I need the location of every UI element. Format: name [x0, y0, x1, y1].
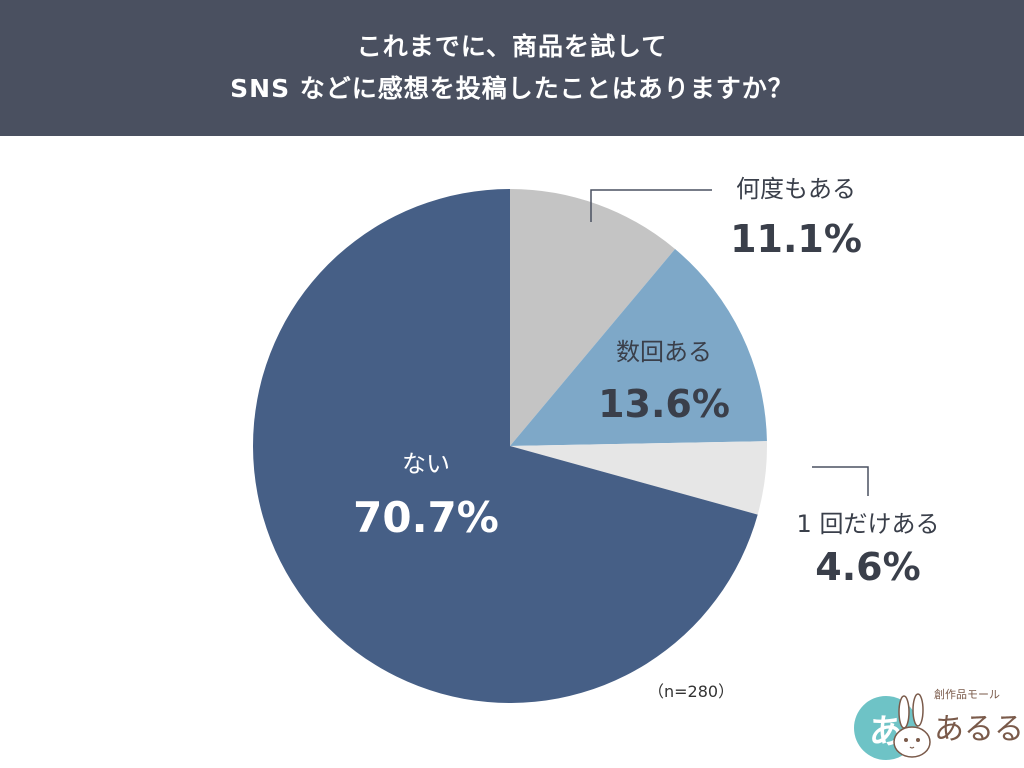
- label-nai-name: ない: [402, 450, 450, 478]
- slice-nandomo: [510, 189, 676, 446]
- rabbit-icon: [893, 693, 931, 758]
- label-suukai-value: 13.6%: [598, 382, 730, 426]
- chart-title-line1: これまでに、商品を試して: [356, 32, 668, 61]
- leader-line-ikkai: [812, 466, 869, 496]
- pie-slices: [253, 189, 767, 703]
- leader-line-nandomo: [590, 189, 712, 222]
- header-banner: これまでに、商品を試して SNS などに感想を投稿したことはありますか？: [0, 0, 1024, 136]
- label-nandomo-name: 何度もある: [736, 175, 856, 203]
- brand-logo: あ 創作品モール あるる: [850, 686, 1024, 764]
- slice-ikkai: [510, 441, 767, 515]
- label-ikkai-value: 4.6%: [815, 545, 920, 589]
- logo-name: あるる: [934, 712, 1024, 747]
- sample-size-note: （n=280）: [648, 682, 735, 701]
- label-nandomo-value: 11.1%: [730, 217, 862, 261]
- logo-tagline: 創作品モール: [934, 688, 1000, 701]
- chart-title-line2: SNS などに感想を投稿したことはありますか？: [230, 74, 794, 103]
- label-nai-value: 70.7%: [353, 493, 499, 542]
- label-ikkai-name: 1 回だけある: [797, 510, 940, 538]
- pie-chart: 何度もある 11.1% 数回ある 13.6% 1 回だけある 4.6% ない 7…: [253, 175, 940, 703]
- slice-suukai: [510, 249, 767, 446]
- slice-nai: [253, 189, 758, 703]
- label-suukai-name: 数回ある: [616, 338, 712, 366]
